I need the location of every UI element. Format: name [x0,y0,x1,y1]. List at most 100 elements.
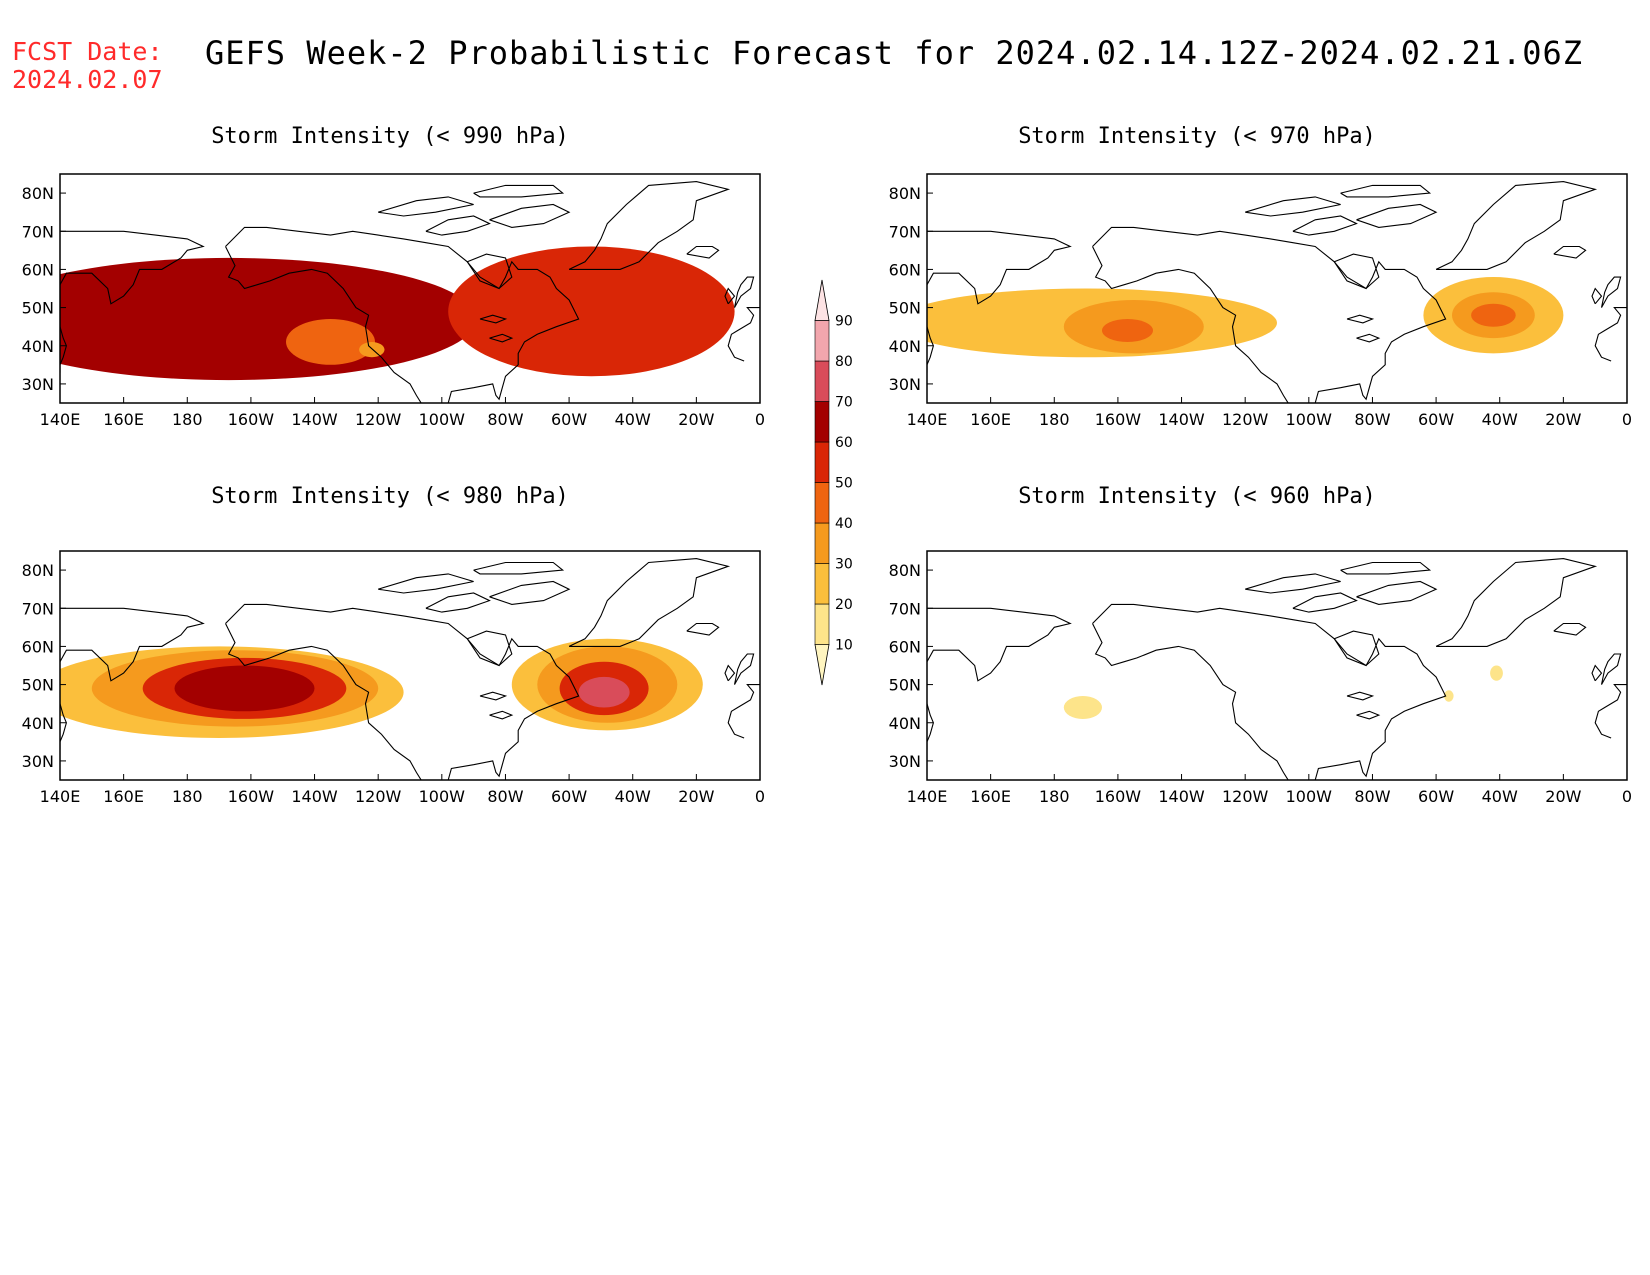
lon-tick-label: 100W [419,787,466,806]
coastlines [60,181,760,403]
lon-tick-label: 140E [40,787,81,806]
coastline [568,558,731,647]
coastline [1292,592,1358,613]
colorbar-label: 10 [835,638,853,654]
lon-tick-label: 80W [487,787,523,806]
colorbar-label: 80 [835,354,853,370]
coastline [1092,603,1447,780]
lat-tick-label: 40N [22,337,54,356]
lon-tick-label: 60W [551,410,587,429]
coastline [473,184,565,198]
lon-tick-label: 120W [1222,410,1269,429]
map-panel: 140E 160E 180 160W 140W 120W 100W 80W 60W 40W 20W 0… [889,173,1632,429]
lon-tick-label: 160E [970,787,1011,806]
map-background [927,551,1627,780]
lon-tick-label: 40W [1482,787,1518,806]
lon-tick-label: 160E [103,787,144,806]
lat-tick-label: 30N [22,752,54,771]
lat-tick-label: 50N [22,676,54,695]
lon-tick-label: 180 [172,787,203,806]
fcst-label: FCST Date: [12,37,163,66]
coastline [568,181,731,270]
lon-tick-label: 120W [355,410,402,429]
coastline [1292,215,1358,236]
lon-tick-label: 140E [907,787,948,806]
coastline [724,287,736,305]
lon-tick-label: 160W [228,787,275,806]
lon-tick-label: 140W [1158,410,1205,429]
lat-tick-label: 60N [889,637,921,656]
coastlines [927,558,1627,780]
coastline [927,703,934,750]
coastline [479,691,508,701]
lon-tick-label: 160E [970,410,1011,429]
lat-tick-label: 70N [889,599,921,618]
coastline [927,607,1072,682]
lon-tick-label: 140W [1158,787,1205,806]
coastline [489,333,514,343]
coastline [927,326,934,373]
coastline [1356,203,1438,228]
lon-tick-label: 120W [355,787,402,806]
colorbar-segment [814,441,830,483]
coastline [727,684,760,739]
lat-tick-label: 40N [889,337,921,356]
colorbar-label: 60 [835,435,853,451]
colorbar-label: 70 [835,395,853,411]
lon-tick-label: 80W [487,410,523,429]
map-frame [59,550,761,781]
probability-contour [1471,303,1516,327]
map-panel: 140E 160E 180 160W 140W 120W 100W 80W 60W 40W 20W 0… [22,550,765,806]
lon-tick-label: 20W [678,787,714,806]
probability-contour [359,342,385,358]
coastline [733,276,755,308]
coastline [378,196,474,217]
colorbar-segment [814,563,830,605]
panel-title-970: Storm Intensity (< 970 hPa) [1018,124,1376,149]
colorbar-segment [814,522,830,564]
probability-contour [1490,665,1503,681]
colorbar-segment [814,603,830,645]
lon-tick-label: 100W [419,410,466,429]
coastlines [60,558,760,780]
lon-tick-label: 40W [615,410,651,429]
lat-tick-label: 80N [889,184,921,203]
lat-tick-label: 60N [22,637,54,656]
coastline [479,314,508,324]
coastline [225,226,580,403]
page-title: GEFS Week-2 Probabilistic Forecast for 2… [205,34,1584,72]
colorbar-segment [814,360,830,402]
colorbar-triangle-top [814,279,830,321]
lon-tick-label: 160W [1095,410,1142,429]
coastline [466,630,513,667]
coastline [1356,580,1438,605]
coastline [1594,307,1627,362]
coastline [1591,664,1603,682]
lon-tick-label: 180 [172,410,203,429]
coastline [60,326,67,373]
lon-tick-label: 140W [291,787,338,806]
coastline [1600,276,1622,308]
lat-tick-label: 30N [889,752,921,771]
colorbar-label: 30 [835,557,853,573]
lat-tick-label: 50N [889,299,921,318]
lon-tick-label: 0 [755,787,765,806]
coastline [60,230,205,305]
coastline [1600,653,1622,685]
lat-tick-label: 60N [889,260,921,279]
probability-field [1063,665,1503,719]
coastline [489,203,571,228]
coastline [378,573,474,594]
coastline [60,703,67,750]
lon-tick-label: 160W [228,410,275,429]
panel-title-960: Storm Intensity (< 960 hPa) [1018,484,1376,509]
lon-tick-label: 20W [678,410,714,429]
colorbar: 10 20 30 40 50 60 70 80 90 [814,279,853,686]
colorbar-segment [814,320,830,362]
lon-tick-label: 100W [1286,787,1333,806]
lat-tick-label: 70N [889,222,921,241]
coastline [1092,226,1447,403]
coastline [425,215,491,236]
lon-tick-label: 40W [1482,410,1518,429]
colorbar-label: 50 [835,476,853,492]
